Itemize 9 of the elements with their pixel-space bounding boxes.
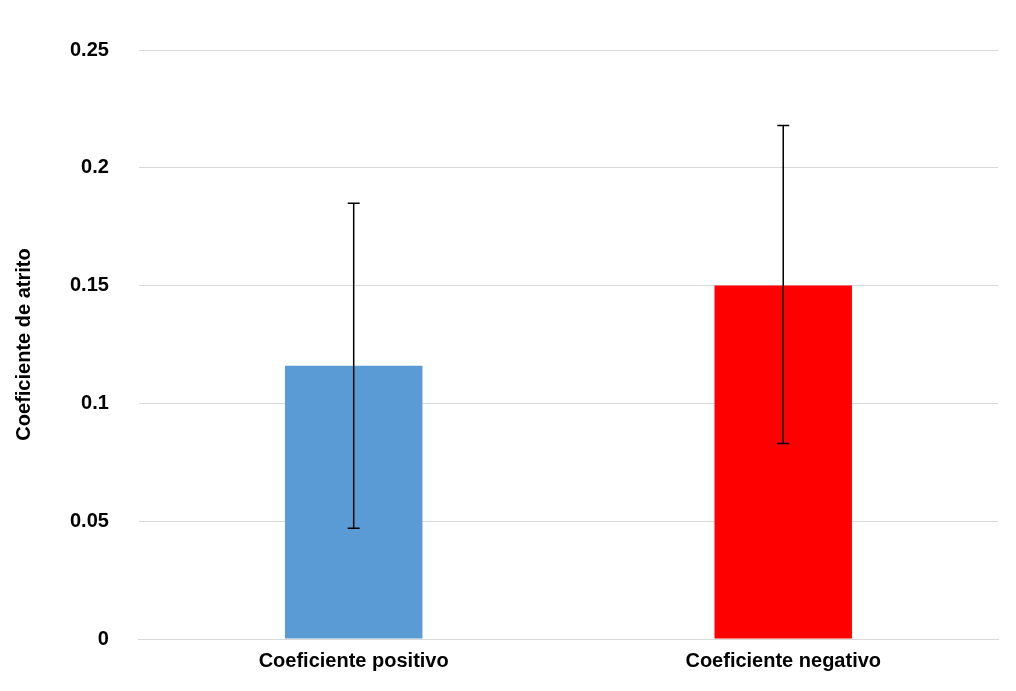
y-tick-label: 0.2: [81, 155, 109, 178]
y-tick-label: 0.25: [69, 37, 109, 60]
x-tick-label: Coeficiente negativo: [685, 648, 882, 671]
y-tick-label: 0.15: [69, 273, 109, 296]
y-tick-label: 0: [97, 626, 109, 649]
y-axis-title: Coeficiente de atrito: [11, 248, 34, 441]
x-tick-label: Coeficiente positivo: [258, 648, 449, 671]
y-tick-label: 0.05: [69, 508, 109, 531]
y-tick-label: 0.1: [81, 390, 109, 413]
